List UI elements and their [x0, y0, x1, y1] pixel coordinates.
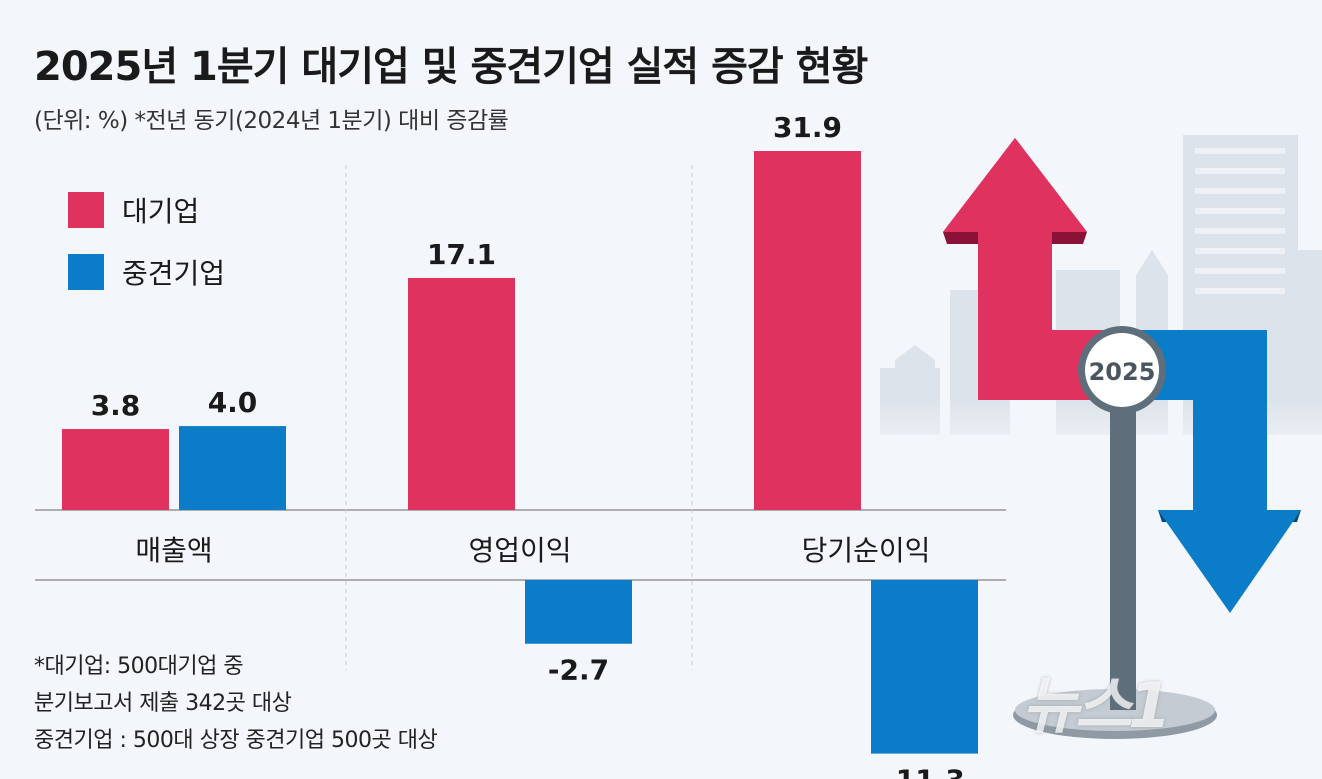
sign-text: 2025	[1089, 358, 1156, 386]
data-label: 17.1	[427, 238, 496, 271]
legend-swatch-mid	[68, 254, 104, 290]
footnotes: *대기업: 500대기업 중 분기보고서 제출 342곳 대상 중견기업 : 5…	[34, 648, 438, 759]
category-label: 영업이익	[468, 534, 571, 567]
bar-mid	[871, 580, 978, 754]
bar-large	[754, 151, 861, 510]
legend-label: 대기업	[122, 195, 200, 228]
bar-large	[62, 429, 169, 510]
footnote: 분기보고서 제출 342곳 대상	[34, 691, 292, 716]
legend-item-mid: 중견기업	[68, 254, 225, 290]
subtitle: (단위: %) *전년 동기(2024년 1분기) 대비 증감률	[34, 108, 509, 134]
data-label: -11.3	[884, 764, 965, 779]
legend: 대기업 중견기업	[68, 192, 225, 316]
down-arrow-icon	[1140, 330, 1301, 613]
data-label: 31.9	[773, 111, 842, 144]
legend-swatch-large	[68, 192, 104, 228]
up-arrow-icon	[943, 138, 1110, 400]
data-label: 3.8	[91, 389, 141, 422]
legend-label: 중견기업	[122, 257, 226, 290]
data-label: 4.0	[208, 386, 258, 419]
bar-mid	[525, 580, 632, 644]
footnote: 중견기업 : 500대 상장 중견기업 500곳 대상	[34, 728, 438, 753]
category-label: 매출액	[135, 534, 212, 567]
category-label: 당기순이익	[802, 534, 931, 567]
bar-large	[408, 277, 515, 510]
data-label: -2.7	[548, 654, 609, 687]
watermark-logo: 뉴스1	[1022, 669, 1171, 742]
signpost-icon: 2025	[1013, 326, 1217, 739]
page-title: 2025년 1분기 대기업 및 중견기업 실적 증감 현황	[34, 44, 868, 90]
footnote: *대기업: 500대기업 중	[34, 654, 244, 679]
legend-item-large: 대기업	[68, 192, 225, 228]
bar-mid	[179, 426, 286, 510]
